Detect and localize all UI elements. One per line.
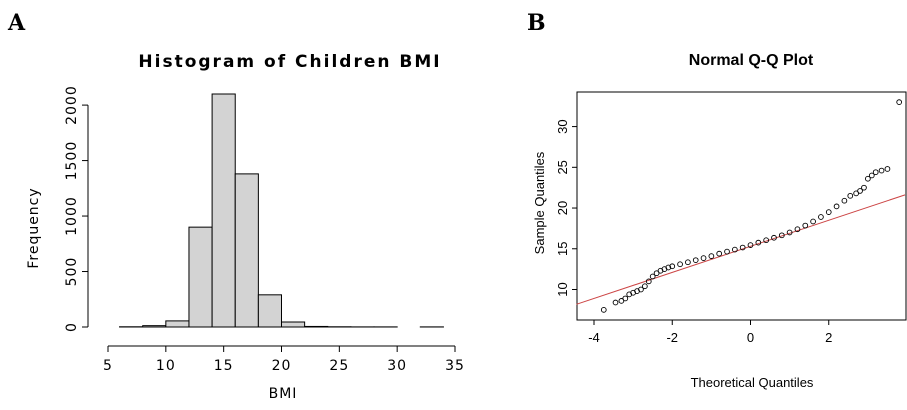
qq-y-tick-label: 25 bbox=[555, 160, 570, 174]
qq-point bbox=[778, 232, 785, 239]
x-tick-label: 20 bbox=[272, 358, 292, 374]
x-tick-label: 30 bbox=[387, 358, 407, 374]
qq-x-tick-label: -2 bbox=[666, 330, 678, 345]
x-tick-label: 10 bbox=[156, 358, 176, 374]
x-tick-label: 35 bbox=[445, 358, 465, 374]
qq-point bbox=[645, 278, 652, 285]
qq-point bbox=[841, 197, 848, 204]
qq-y-tick-label: 30 bbox=[555, 119, 570, 133]
qq-point bbox=[786, 229, 793, 236]
qq-point bbox=[612, 299, 619, 306]
histogram-x-label: BMI bbox=[269, 386, 298, 402]
qq-point bbox=[708, 253, 715, 259]
qq-point bbox=[878, 167, 885, 174]
qq-point bbox=[638, 286, 644, 293]
qq-point bbox=[847, 192, 854, 199]
histogram-bars bbox=[119, 93, 444, 328]
histogram-panel: Histogram of Children BMI 5 10 15 20 25 30 35 … bbox=[26, 52, 465, 402]
y-tick-label: 1500 bbox=[64, 141, 80, 181]
qq-x-axis: -4 -2 0 2 bbox=[588, 320, 832, 345]
qq-point bbox=[771, 234, 777, 241]
qq-point bbox=[649, 273, 656, 280]
qq-point bbox=[853, 190, 859, 197]
qq-point bbox=[868, 172, 875, 179]
histogram-bar bbox=[211, 93, 236, 328]
histogram-bar bbox=[188, 226, 213, 328]
qq-point bbox=[669, 263, 676, 270]
qq-point bbox=[700, 255, 707, 261]
qq-point bbox=[665, 264, 672, 271]
qq-point bbox=[861, 184, 867, 191]
qq-x-tick-label: 2 bbox=[825, 330, 832, 345]
qq-plot-title: Normal Q-Q Plot bbox=[689, 52, 814, 69]
histogram-bar bbox=[234, 173, 259, 328]
qq-point bbox=[677, 261, 683, 268]
histogram-y-axis: 0 500 1000 1500 2000 bbox=[64, 85, 89, 332]
histogram-bar bbox=[281, 321, 306, 328]
x-tick-label: 25 bbox=[329, 358, 349, 374]
qq-point bbox=[794, 226, 801, 233]
qq-point bbox=[653, 270, 660, 277]
qq-point bbox=[716, 250, 723, 257]
qq-point bbox=[818, 214, 824, 220]
y-tick-label: 2000 bbox=[64, 85, 80, 125]
qq-point bbox=[692, 257, 699, 264]
qq-point bbox=[872, 169, 879, 176]
qq-x-label: Theoretical Quantiles bbox=[691, 375, 814, 390]
qq-y-tick-label: 10 bbox=[555, 282, 570, 296]
histogram-x-axis: 5 10 15 20 25 30 35 bbox=[103, 345, 465, 374]
qq-plot-panel: Normal Q-Q Plot -4 -2 0 2 10 15 20 25 30 Theore… bbox=[532, 52, 907, 390]
qq-point bbox=[724, 248, 730, 255]
qq-y-label: Sample Quantiles bbox=[532, 151, 547, 254]
x-tick-label: 5 bbox=[103, 358, 113, 374]
qq-point bbox=[763, 237, 770, 244]
qq-point bbox=[857, 188, 863, 194]
histogram-bar bbox=[257, 294, 283, 328]
qq-y-tick-label: 15 bbox=[555, 242, 570, 256]
histogram-title: Histogram of Children BMI bbox=[138, 52, 441, 72]
qq-plot-frame bbox=[576, 91, 907, 321]
qq-point bbox=[802, 222, 809, 229]
y-tick-label: 0 bbox=[64, 322, 80, 332]
histogram-bar bbox=[142, 325, 167, 328]
qq-point bbox=[747, 242, 754, 248]
qq-point bbox=[622, 295, 629, 302]
y-tick-label: 500 bbox=[64, 257, 80, 287]
qq-point bbox=[685, 259, 691, 266]
qq-points bbox=[600, 99, 903, 313]
y-tick-label: 1000 bbox=[64, 196, 80, 236]
qq-y-tick-label: 20 bbox=[555, 201, 570, 215]
qq-point bbox=[825, 209, 832, 215]
qq-point bbox=[600, 307, 607, 313]
qq-point bbox=[884, 166, 891, 172]
qq-x-tick-label: 0 bbox=[747, 330, 754, 345]
panel-a-label: A bbox=[7, 10, 26, 36]
qq-point bbox=[810, 218, 816, 225]
qq-point bbox=[755, 239, 762, 246]
histogram-bar bbox=[304, 325, 329, 328]
qq-y-axis: 10 15 20 25 30 bbox=[555, 119, 577, 297]
qq-x-tick-label: -4 bbox=[588, 330, 600, 345]
qq-point bbox=[739, 244, 746, 251]
panel-b-label: B bbox=[527, 10, 546, 36]
histogram-bar bbox=[165, 320, 190, 328]
qq-point bbox=[833, 203, 840, 210]
qq-point bbox=[896, 99, 903, 105]
qq-point bbox=[865, 175, 871, 182]
qq-point bbox=[618, 298, 625, 304]
qq-point bbox=[731, 246, 738, 253]
histogram-y-label: Frequency bbox=[26, 187, 42, 268]
x-tick-label: 15 bbox=[214, 358, 234, 374]
qq-point bbox=[642, 283, 648, 290]
